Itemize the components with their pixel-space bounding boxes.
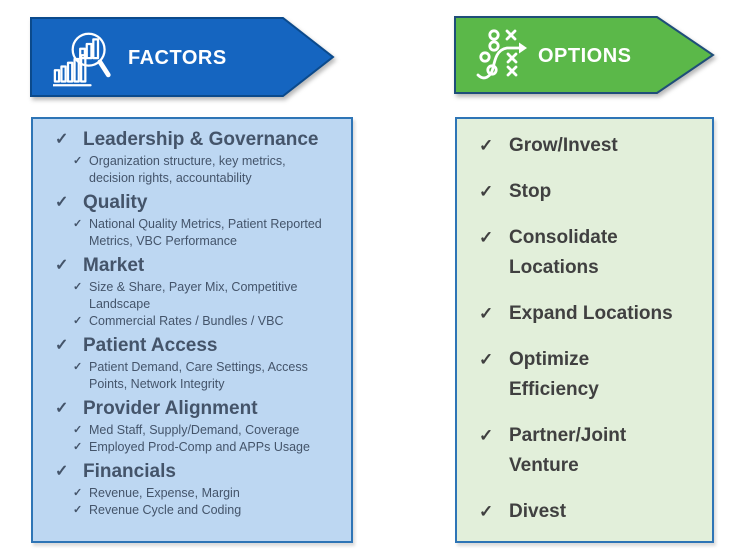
option-item-expand-locations: ✓ Expand Locations xyxy=(479,299,704,329)
check-icon: ✓ xyxy=(479,136,494,155)
option-item-consolidate-locations: ✓ Consolidate Locations xyxy=(479,223,704,283)
options-banner: OPTIONS xyxy=(452,13,720,97)
option-label: Partner/Joint Venture xyxy=(509,425,627,476)
factor-title: Quality xyxy=(83,192,148,213)
factor-title: Patient Access xyxy=(83,335,218,356)
factor-item-provider-alignment: ✓ Provider Alignment ✓ Med Staff, Supply… xyxy=(55,396,341,456)
factor-sub-text: Organization structure, key metrics, dec… xyxy=(89,154,286,185)
check-icon: ✓ xyxy=(73,315,83,327)
factor-item-financials: ✓ Financials ✓ Revenue, Expense, Margin … xyxy=(55,459,341,519)
check-icon: ✓ xyxy=(55,131,69,148)
factor-sub-text: Employed Prod-Comp and APPs Usage xyxy=(89,440,310,454)
factor-item-market: ✓ Market ✓ Size & Share, Payer Mix, Comp… xyxy=(55,253,341,330)
factor-title-row: ✓ Financials xyxy=(55,459,341,485)
factor-item-leadership: ✓ Leadership & Governance ✓ Organization… xyxy=(55,127,341,187)
factor-title-row: ✓ Quality xyxy=(55,190,341,216)
check-icon: ✓ xyxy=(73,155,83,167)
options-panel: ✓ Grow/Invest ✓ Stop ✓ Consolidate Locat… xyxy=(455,117,714,543)
option-item-partner-joint-venture: ✓ Partner/Joint Venture xyxy=(479,421,704,481)
check-icon: ✓ xyxy=(73,218,83,230)
factor-sub-row: ✓ Patient Demand, Care Settings, Access … xyxy=(73,359,341,393)
factor-item-patient-access: ✓ Patient Access ✓ Patient Demand, Care … xyxy=(55,333,341,393)
check-icon: ✓ xyxy=(479,350,494,369)
check-icon: ✓ xyxy=(479,304,494,323)
strategy-plan-icon xyxy=(476,29,527,80)
check-icon: ✓ xyxy=(73,504,83,516)
check-icon: ✓ xyxy=(55,337,69,354)
option-label: Expand Locations xyxy=(509,303,673,324)
factor-item-quality: ✓ Quality ✓ National Quality Metrics, Pa… xyxy=(55,190,341,250)
factor-sub-text: Commercial Rates / Bundles / VBC xyxy=(89,314,284,328)
option-item-stop: ✓ Stop xyxy=(479,177,704,207)
check-icon: ✓ xyxy=(479,228,494,247)
factor-sub-row: ✓ Revenue, Expense, Margin xyxy=(73,485,341,502)
factor-sub-text: Patient Demand, Care Settings, Access Po… xyxy=(89,360,308,391)
factor-title: Provider Alignment xyxy=(83,398,258,419)
factor-sub-text: Size & Share, Payer Mix, Competitive Lan… xyxy=(89,280,298,311)
factor-sub-text: Revenue, Expense, Margin xyxy=(89,486,240,500)
check-icon: ✓ xyxy=(479,426,494,445)
factors-arrow-shape xyxy=(30,17,335,97)
factor-title: Market xyxy=(83,255,145,276)
check-icon: ✓ xyxy=(55,463,69,480)
factors-panel: ✓ Leadership & Governance ✓ Organization… xyxy=(31,117,353,543)
check-icon: ✓ xyxy=(73,361,83,373)
factors-banner-title: FACTORS xyxy=(128,47,227,69)
factor-sub-row: ✓ Employed Prod-Comp and APPs Usage xyxy=(73,439,341,456)
factor-title: Leadership & Governance xyxy=(83,129,319,150)
check-icon: ✓ xyxy=(73,441,83,453)
option-label: Optimize Efficiency xyxy=(509,349,599,400)
factors-banner: FACTORS xyxy=(28,14,338,100)
bar-chart-magnifier-icon xyxy=(53,32,111,87)
option-item-divest: ✓ Divest xyxy=(479,497,704,527)
option-item-grow-invest: ✓ Grow/Invest xyxy=(479,131,704,161)
check-icon: ✓ xyxy=(479,502,494,521)
option-label: Grow/Invest xyxy=(509,135,618,156)
option-label: Divest xyxy=(509,501,567,522)
factor-sub-text: Revenue Cycle and Coding xyxy=(89,503,242,517)
factor-sub-text: National Quality Metrics, Patient Report… xyxy=(89,217,322,248)
factor-sub-text: Med Staff, Supply/Demand, Coverage xyxy=(89,423,300,437)
factor-sub-row: ✓ National Quality Metrics, Patient Repo… xyxy=(73,216,341,250)
option-label: Stop xyxy=(509,181,552,202)
option-label: Consolidate Locations xyxy=(509,227,618,278)
factor-sub-row: ✓ Size & Share, Payer Mix, Competitive L… xyxy=(73,279,341,313)
options-arrow-shape xyxy=(454,16,715,94)
factor-sub-row: ✓ Revenue Cycle and Coding xyxy=(73,502,341,519)
factor-title-row: ✓ Leadership & Governance xyxy=(55,127,341,153)
factor-sub-row: ✓ Organization structure, key metrics, d… xyxy=(73,153,341,187)
check-icon: ✓ xyxy=(55,400,69,417)
factor-sub-row: ✓ Med Staff, Supply/Demand, Coverage xyxy=(73,422,341,439)
check-icon: ✓ xyxy=(479,182,494,201)
check-icon: ✓ xyxy=(73,487,83,499)
option-item-optimize-efficiency: ✓ Optimize Efficiency xyxy=(479,345,704,405)
factor-title-row: ✓ Provider Alignment xyxy=(55,396,341,422)
options-banner-title: OPTIONS xyxy=(538,45,632,67)
factor-title-row: ✓ Market xyxy=(55,253,341,279)
factor-title-row: ✓ Patient Access xyxy=(55,333,341,359)
check-icon: ✓ xyxy=(73,424,83,436)
check-icon: ✓ xyxy=(55,194,69,211)
check-icon: ✓ xyxy=(73,281,83,293)
factor-sub-row: ✓ Commercial Rates / Bundles / VBC xyxy=(73,313,341,330)
factor-title: Financials xyxy=(83,461,176,482)
check-icon: ✓ xyxy=(55,257,69,274)
